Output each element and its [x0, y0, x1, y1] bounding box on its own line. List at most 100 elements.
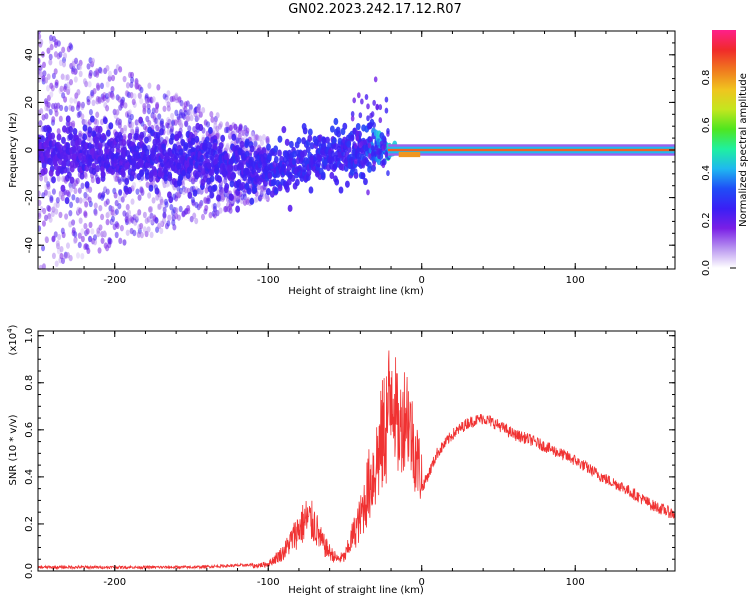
spectrogram-cell — [42, 70, 47, 77]
spectrogram-cell — [89, 136, 94, 144]
spectrogram-cell — [76, 252, 81, 259]
spectrogram-cell — [82, 133, 88, 141]
spectrogram-cell — [246, 187, 252, 195]
spectrogram-cell — [366, 115, 370, 122]
spectrogram-cell — [134, 82, 139, 89]
spectrogram-cell — [73, 237, 78, 245]
x-tick-label: 0 — [419, 275, 425, 286]
spectrogram-cell — [367, 142, 372, 149]
spectrogram-cell — [299, 174, 305, 182]
spectrogram-cell — [83, 172, 88, 180]
spectrogram-y-label: Frequency (Hz) — [8, 112, 19, 188]
spectrogram-cell — [329, 171, 335, 180]
spectrogram-cell — [50, 132, 56, 140]
spectrogram-cell — [62, 61, 67, 68]
spectrogram-cell — [166, 116, 171, 124]
spectrogram-cell — [273, 187, 279, 195]
spectrogram-cell — [78, 207, 83, 214]
spectrogram-cell — [96, 230, 101, 238]
x-tick-label: 100 — [566, 577, 585, 588]
spectrogram-cell — [159, 120, 164, 127]
snr-y-ticks: 0.0 0.2 0.4 0.6 0.8 1.0 — [24, 328, 675, 579]
spectrogram-cell — [189, 114, 194, 122]
spectrogram-cell — [107, 70, 112, 78]
spectrogram-cell — [48, 59, 53, 66]
spectrogram-cell — [77, 241, 82, 249]
colorbar-gradient — [712, 30, 736, 268]
spectrogram-cell — [89, 115, 95, 123]
spectrogram-cell — [110, 215, 115, 223]
spectrogram-cell — [125, 82, 130, 89]
spectrogram-cell — [71, 194, 76, 201]
spectrogram-cell — [137, 194, 142, 201]
spectrogram-cell — [367, 152, 372, 159]
spectrogram-cell — [222, 170, 228, 178]
spectrogram-cell — [294, 178, 300, 187]
spectrogram-cell — [163, 174, 169, 182]
spectrogram-cell — [53, 68, 58, 75]
spectrogram-cell — [159, 196, 164, 203]
spectrogram-cell — [66, 171, 72, 179]
spectrogram-cell — [129, 113, 134, 121]
spectrogram-cell — [212, 142, 218, 150]
y-tick-label: 0 — [24, 147, 35, 153]
spectrogram-cell — [71, 120, 76, 127]
spectrogram-cell — [79, 172, 85, 180]
y-tick-label: 20 — [24, 96, 35, 109]
spectrogram-cell — [142, 226, 147, 233]
spectrogram-cell — [65, 115, 71, 123]
spectrogram-cell — [51, 116, 56, 123]
spectrogram-cell — [384, 151, 389, 158]
spectrogram-cell — [178, 205, 183, 213]
spectrogram-cell — [384, 96, 389, 103]
snr-series-line — [38, 350, 675, 571]
spectrogram-cell — [134, 213, 139, 220]
spectrogram-cell — [349, 168, 355, 176]
spectrogram-cell — [154, 187, 160, 195]
spectrogram-cell — [345, 180, 350, 188]
spectrogram-cell — [146, 226, 151, 233]
spectrogram-cell — [135, 188, 140, 195]
spectrogram-cell — [151, 197, 156, 204]
spectrogram-cell — [80, 182, 85, 190]
spectrogram-cell — [38, 64, 43, 71]
colorbar-ticks: 0.0 0.2 0.4 0.6 0.8 — [701, 70, 736, 276]
spectrogram-cell — [257, 183, 262, 191]
spectrogram-cell — [287, 204, 293, 212]
spectrogram-cell — [244, 138, 250, 146]
spectrogram-cell — [146, 216, 151, 223]
spectrogram-cell — [286, 178, 292, 186]
spectrogram-cell — [82, 124, 88, 132]
spectrogram-cell — [73, 231, 78, 238]
spectrogram-heatmap — [38, 31, 675, 269]
spectrogram-cell — [78, 217, 83, 224]
spectrogram-cell — [105, 81, 110, 88]
spectrogram-cell — [172, 224, 177, 231]
spectrogram-cell — [58, 59, 63, 67]
spectrogram-cell — [44, 235, 49, 243]
spectrogram-cell — [84, 181, 90, 189]
spectrogram-cell — [148, 184, 154, 192]
spectrogram-cell — [151, 96, 156, 103]
spectrogram-cell — [223, 153, 229, 161]
spectrogram-cell — [133, 132, 139, 141]
spectrogram-cell — [39, 108, 44, 115]
spectrogram-cell — [187, 125, 192, 132]
spectrogram-cell — [43, 98, 48, 105]
y-tick-label: 0.2 — [24, 516, 35, 532]
spectrogram-cell — [73, 76, 78, 83]
spectrogram-cell — [38, 225, 42, 232]
spectrogram-cell — [123, 124, 128, 132]
spectrogram-cell — [91, 99, 96, 107]
spectrogram-cell — [162, 105, 167, 112]
spectrogram-cell — [65, 74, 70, 81]
spectrogram-cell — [206, 121, 211, 128]
spectrogram-cell — [277, 184, 283, 192]
spectrogram-cell — [369, 121, 373, 128]
spectrogram-cell — [114, 231, 119, 239]
spectrogram-cell — [149, 231, 154, 239]
spectrogram-cell — [302, 149, 308, 157]
spectrogram-cell — [117, 178, 122, 185]
spectrogram-cell — [86, 63, 91, 70]
